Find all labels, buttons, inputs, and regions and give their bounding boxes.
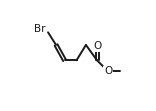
Text: O: O: [104, 66, 112, 76]
Text: O: O: [93, 41, 101, 51]
Text: Br: Br: [34, 24, 46, 34]
